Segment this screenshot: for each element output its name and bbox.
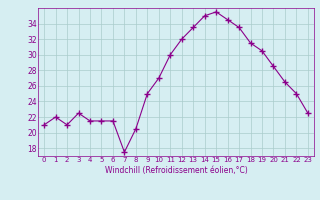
X-axis label: Windchill (Refroidissement éolien,°C): Windchill (Refroidissement éolien,°C) [105,166,247,175]
